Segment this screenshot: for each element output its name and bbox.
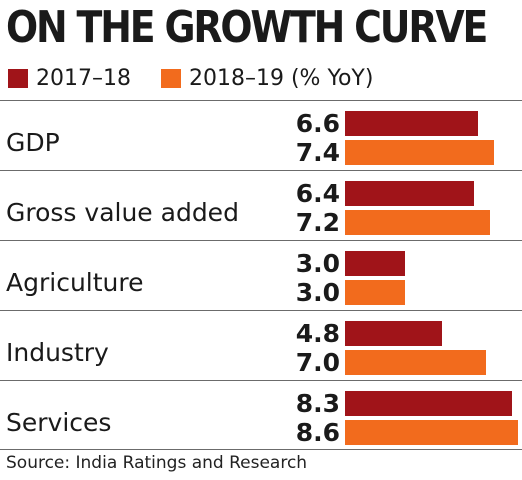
bar-2018-19 — [345, 280, 405, 305]
legend-item-2018-19: 2018–19 (% YoY) — [160, 65, 374, 91]
category-label: Industry — [6, 338, 109, 367]
bar-2018-19 — [345, 350, 486, 375]
bottom-rule — [0, 449, 522, 450]
value-label-2018-19: 7.4 — [295, 138, 340, 167]
bar-2017-18 — [345, 321, 442, 346]
row-divider — [0, 240, 522, 241]
value-label-2018-19: 7.2 — [295, 208, 340, 237]
legend: 2017–18 2018–19 (% YoY) — [8, 60, 403, 96]
value-label-2018-19: 3.0 — [295, 278, 340, 307]
bar-2018-19 — [345, 210, 490, 235]
category-label: Gross value added — [6, 198, 239, 227]
row-divider — [0, 170, 522, 171]
chart-row: Agriculture 3.0 3.0 — [0, 240, 522, 310]
row-divider — [0, 310, 522, 311]
chart-title: ON THE GROWTH CURVE — [6, 2, 488, 53]
bar-2017-18 — [345, 181, 474, 206]
category-label: Services — [6, 408, 112, 437]
row-divider — [0, 100, 522, 101]
chart-row: GDP 6.6 7.4 — [0, 100, 522, 170]
category-label: GDP — [6, 128, 60, 157]
bar-2017-18 — [345, 251, 405, 276]
value-label-2017-18: 6.6 — [295, 109, 340, 138]
value-label-2017-18: 3.0 — [295, 249, 340, 278]
source-note: Source: India Ratings and Research — [6, 453, 308, 473]
value-label-2017-18: 6.4 — [295, 179, 340, 208]
legend-swatch-2018-19 — [160, 68, 181, 88]
value-label-2017-18: 4.8 — [295, 319, 340, 348]
category-label: Agriculture — [6, 268, 144, 297]
row-divider — [0, 380, 522, 381]
bar-2017-18 — [345, 111, 478, 136]
chart-row: Gross value added 6.4 7.2 — [0, 170, 522, 240]
legend-item-2017-18: 2017–18 — [8, 66, 131, 91]
value-label-2018-19: 8.6 — [295, 418, 340, 447]
legend-label-2017-18: 2017–18 — [36, 65, 131, 91]
value-label-2017-18: 8.3 — [295, 389, 340, 418]
value-label-2018-19: 7.0 — [295, 348, 340, 377]
legend-label-2018-19: 2018–19 (% YoY) — [188, 65, 374, 91]
chart-row: Industry 4.8 7.0 — [0, 310, 522, 380]
legend-swatch-2017-18 — [8, 68, 28, 88]
bar-2018-19 — [345, 140, 494, 165]
chart-row: Services 8.3 8.6 — [0, 380, 522, 450]
bar-2018-19 — [345, 420, 518, 445]
bar-2017-18 — [345, 391, 512, 416]
